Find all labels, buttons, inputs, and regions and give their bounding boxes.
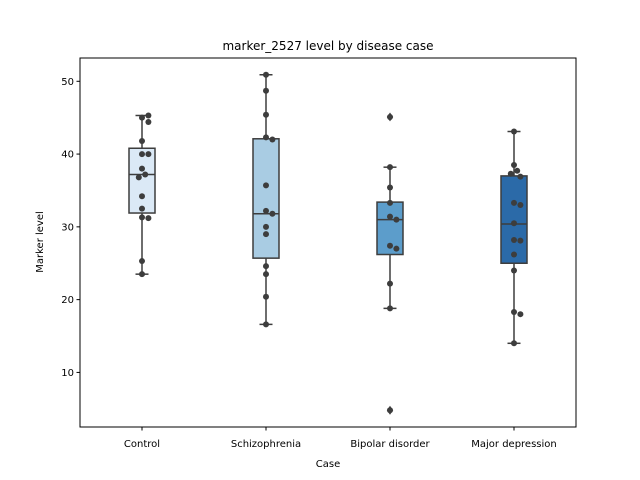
box (252, 138, 280, 259)
y-tick-label: 30 (61, 222, 74, 233)
data-point (145, 119, 152, 126)
data-point (387, 213, 393, 220)
data-point (511, 220, 517, 227)
data-point (263, 263, 269, 270)
swarm-group (387, 113, 400, 414)
data-point (387, 184, 393, 191)
data-point (387, 407, 393, 414)
x-tick-label: Bipolar disorder (350, 439, 430, 450)
data-point (145, 112, 152, 119)
data-point (511, 161, 517, 168)
data-point (263, 223, 269, 230)
data-point (263, 231, 269, 238)
data-point (511, 128, 517, 135)
data-point (514, 167, 521, 174)
y-tick-label: 20 (61, 295, 74, 306)
y-axis: 10 20 30 40 50 (61, 77, 80, 379)
data-point (139, 214, 145, 221)
data-point (269, 210, 276, 217)
swarm-group (135, 112, 152, 278)
data-point (387, 164, 393, 171)
y-tick-label: 50 (61, 77, 74, 88)
data-point (517, 311, 524, 318)
data-point (263, 321, 269, 328)
data-point (393, 216, 400, 223)
box-group (376, 112, 404, 415)
data-point (139, 271, 145, 278)
data-point (139, 258, 145, 265)
data-point (139, 165, 145, 172)
data-point (387, 113, 393, 120)
box (128, 147, 156, 214)
plot-frame (79, 57, 577, 428)
data-point (135, 174, 142, 181)
data-point (145, 215, 152, 222)
data-point (139, 137, 145, 144)
data-point (511, 236, 517, 243)
data-point (263, 87, 269, 94)
x-tick-label: Major depression (471, 439, 557, 450)
data-point (139, 193, 145, 200)
data-point (145, 151, 152, 158)
data-point (263, 293, 269, 300)
data-point (511, 340, 517, 347)
box (500, 175, 528, 264)
data-point (263, 111, 269, 118)
data-point (387, 280, 393, 287)
data-point (393, 245, 400, 252)
data-point (387, 305, 393, 312)
data-point (517, 202, 524, 209)
data-point (142, 171, 149, 178)
data-point (263, 182, 269, 189)
x-axis: Control Schizophrenia Bipolar disorder Majo… (124, 427, 557, 450)
box-group (128, 114, 156, 275)
data-point (263, 134, 269, 141)
plot-area (128, 71, 528, 415)
data-point (263, 71, 269, 78)
box-group (252, 73, 280, 326)
data-point (139, 205, 145, 212)
data-point (517, 237, 524, 244)
data-point (139, 151, 145, 158)
data-point (269, 136, 276, 143)
y-tick-label: 40 (61, 150, 74, 161)
data-point (511, 267, 517, 274)
data-point (517, 173, 524, 180)
data-point (139, 114, 145, 121)
x-tick-label: Schizophrenia (231, 439, 301, 450)
swarm-group (507, 128, 524, 347)
data-point (511, 309, 517, 316)
swarm-group (263, 71, 276, 328)
x-axis-label: Case (316, 459, 340, 470)
data-point (387, 242, 393, 249)
y-tick-label: 10 (61, 368, 74, 379)
data-point (387, 199, 393, 206)
data-point (511, 251, 517, 258)
data-point (263, 207, 269, 214)
y-axis-label: Marker level (35, 211, 46, 273)
data-point (507, 170, 514, 177)
data-point (263, 271, 269, 278)
x-tick-label: Control (124, 439, 160, 450)
chart-title: marker_2527 level by disease case (222, 39, 433, 53)
data-point (511, 199, 517, 206)
